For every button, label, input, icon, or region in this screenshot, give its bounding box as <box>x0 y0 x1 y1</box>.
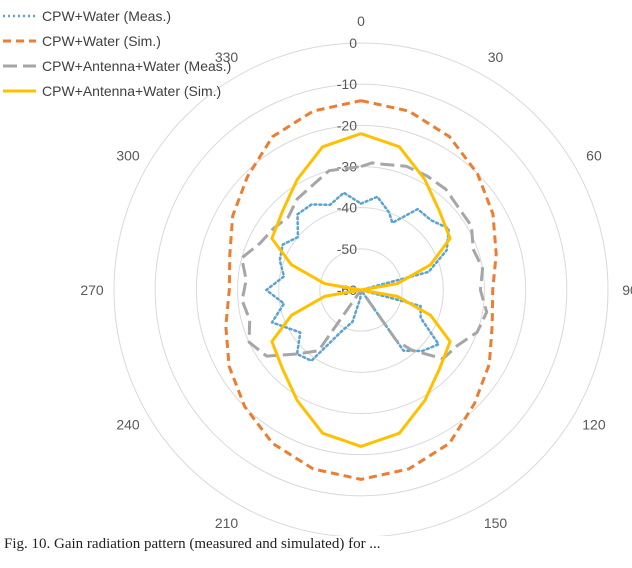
radial-tick-label: 0 <box>349 35 357 51</box>
legend-label: CPW+Water (Sim.) <box>42 33 161 49</box>
grid-circle <box>319 248 403 332</box>
angle-tick-label: 240 <box>116 417 140 433</box>
grid-circle <box>113 42 609 536</box>
series-line <box>240 161 489 361</box>
angle-tick-label: 300 <box>116 148 140 164</box>
angle-tick-labels: 0306090120150180210240270300330 <box>80 13 632 531</box>
grid-circle <box>278 207 444 373</box>
legend: CPW+Water (Meas.) CPW+Water (Sim.) CPW+Ant… <box>3 8 231 99</box>
radial-tick-label: -50 <box>337 241 357 257</box>
legend-label: CPW+Water (Meas.) <box>42 8 171 24</box>
grid-circle <box>195 124 527 456</box>
angle-tick-label: 270 <box>80 282 104 298</box>
radial-tick-label: -30 <box>337 159 357 175</box>
legend-label: CPW+Antenna+Water (Sim.) <box>42 83 221 99</box>
polar-chart: 0-10-20-30-40-50-60 03060901201501802102… <box>3 8 632 536</box>
angle-tick-label: 150 <box>484 515 508 531</box>
polar-grid <box>113 42 609 536</box>
series-lines <box>224 99 498 481</box>
angle-tick-label: 60 <box>586 148 602 164</box>
radial-tick-label: -40 <box>337 200 357 216</box>
angle-tick-label: 30 <box>488 49 504 65</box>
angle-tick-label: 90 <box>622 282 632 298</box>
angle-tick-label: 0 <box>357 13 365 29</box>
figure-caption: Fig. 10. Gain radiation pattern (measure… <box>4 536 381 552</box>
angle-tick-label: 120 <box>582 417 606 433</box>
series-line <box>270 132 452 448</box>
series-line <box>224 99 498 481</box>
radial-tick-label: -20 <box>337 117 357 133</box>
series-line <box>265 191 450 363</box>
legend-label: CPW+Antenna+Water (Meas.) <box>42 58 231 74</box>
angle-tick-label: 210 <box>215 515 239 531</box>
grid-circle <box>154 83 568 497</box>
radial-tick-label: -10 <box>337 76 357 92</box>
angle-tick-label: 330 <box>215 49 239 65</box>
